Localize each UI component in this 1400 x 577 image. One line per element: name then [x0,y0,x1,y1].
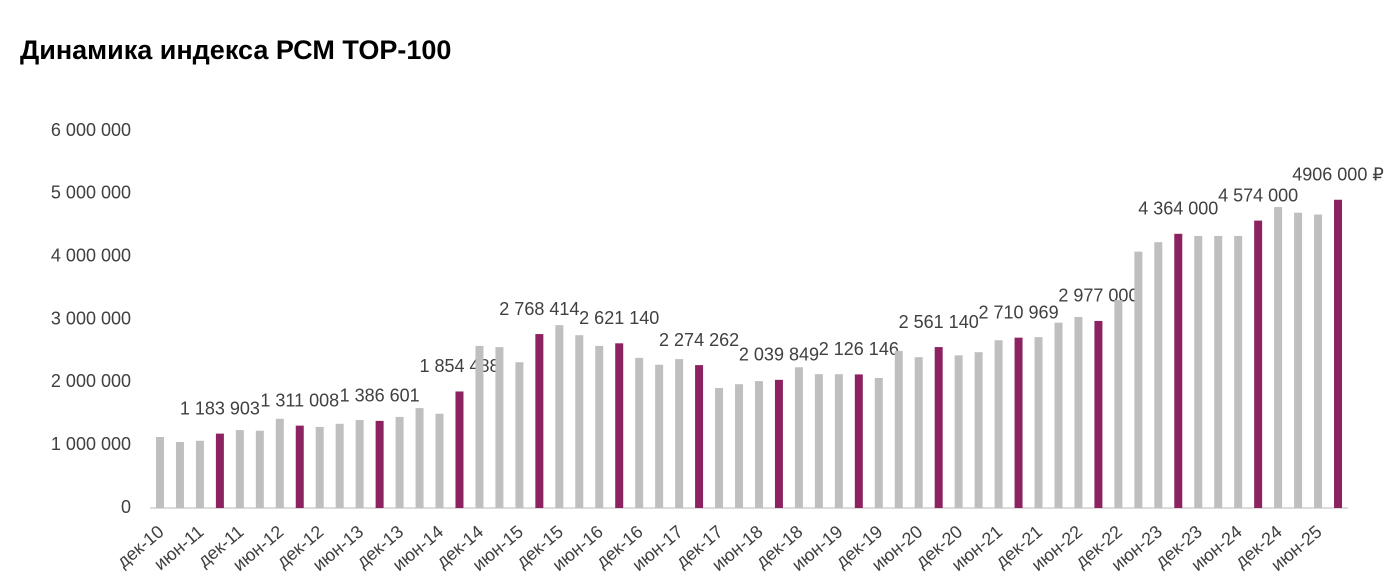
bar [215,433,224,508]
bar [515,362,524,508]
bar [435,413,444,508]
bar [934,347,943,508]
bar [655,364,664,508]
bar [1014,337,1023,508]
bar [715,387,724,508]
bar [595,345,604,508]
bar [1154,242,1163,508]
bar [295,425,304,508]
bar [235,430,244,508]
bar [475,345,484,508]
bar [1314,214,1323,508]
bar [1214,235,1223,508]
bar [1234,235,1243,508]
bar [495,347,504,508]
y-tick-label: 1 000 000 [51,434,131,454]
bar [994,340,1003,508]
bar [1114,300,1123,508]
bar [635,357,644,508]
value-label: 2 977 000 [1058,286,1138,306]
y-tick-label: 5 000 000 [51,183,131,203]
bar [794,367,803,508]
bar [415,408,424,508]
bar [1254,220,1263,508]
y-tick-label: 2 000 000 [51,371,131,391]
bar [555,325,564,508]
bar [675,359,684,508]
bar [1194,235,1203,508]
bar [1174,233,1183,508]
bar [575,335,584,508]
value-label: 1 386 601 [340,386,420,406]
bar [195,440,204,508]
bar [175,442,184,508]
bar [1054,322,1063,508]
bar [814,374,823,508]
bar [395,416,404,508]
bar [874,377,883,508]
bar [974,352,983,508]
y-tick-label: 4 000 000 [51,245,131,265]
bar [1034,337,1043,508]
value-label: 1 183 903 [180,398,260,418]
value-label: 2 274 262 [659,330,739,350]
y-tick-label: 6 000 000 [51,120,131,140]
bar [834,374,843,508]
bar [914,357,923,508]
value-label: 2 126 146 [819,339,899,359]
bar [1294,212,1303,508]
bar [1074,316,1083,508]
y-tick-label: 3 000 000 [51,308,131,328]
value-label: 4 364 000 [1138,199,1218,219]
value-label: 4906 000 ₽ [1292,164,1384,184]
bar [954,355,963,508]
bar [1334,199,1343,508]
bar [275,418,284,508]
bar [615,343,624,508]
bar [774,379,783,508]
bar [535,334,544,508]
bar [1094,320,1103,508]
bar [854,374,863,508]
bar [754,381,763,508]
bar [155,436,164,508]
value-label: 2 768 414 [499,299,579,319]
bar [1274,207,1283,509]
bar [335,423,344,508]
value-label: 2 039 849 [739,345,819,365]
value-label: 1 311 008 [260,390,339,410]
bar [315,426,324,508]
bar [375,420,384,508]
bar [1134,251,1143,508]
bar [255,430,264,508]
bar [894,350,903,508]
value-label: 4 574 000 [1218,185,1298,205]
bar [695,365,704,508]
bar [735,384,744,508]
chart-title: Динамика индекса РСМ TOP-100 [20,35,451,65]
value-label: 2 621 140 [579,308,659,328]
value-label: 1 854 488 [419,356,499,376]
bar [455,391,464,508]
bar [355,420,364,508]
y-tick-label: 0 [121,497,131,517]
value-label: 2 710 969 [979,302,1059,322]
value-label: 2 561 140 [899,312,979,332]
